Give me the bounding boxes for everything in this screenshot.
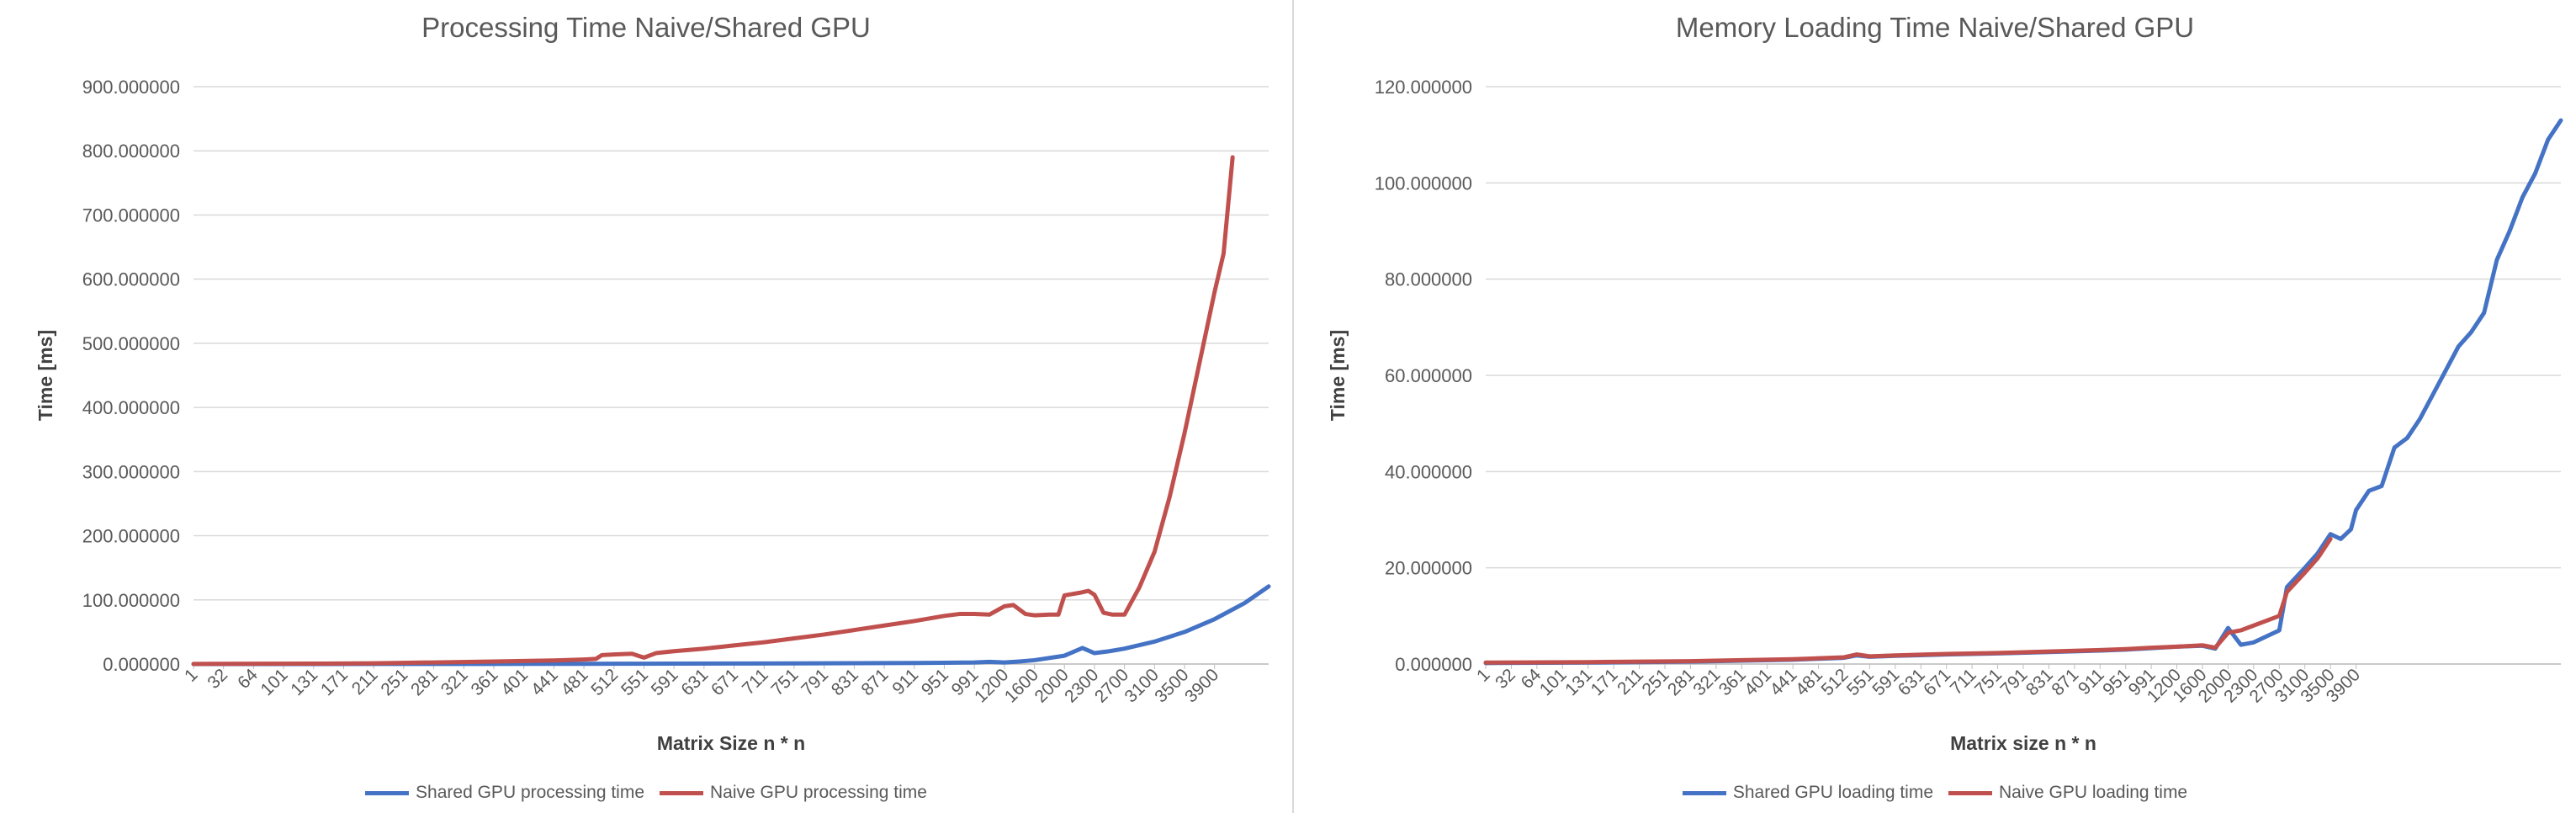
- y-tick-label: 20.000000: [1385, 558, 1472, 579]
- x-tick-label: 321: [437, 665, 472, 699]
- y-tick-label: 0.000000: [1395, 654, 1472, 675]
- y-tick-label: 60.000000: [1385, 365, 1472, 386]
- x-tick-label: 671: [708, 665, 742, 699]
- x-tick-label: 441: [527, 665, 562, 699]
- panel-divider: [1292, 0, 1294, 813]
- legend-item-shared: Shared GPU loading time: [1682, 783, 1934, 803]
- x-tick-label: 2000: [1031, 665, 1072, 706]
- legend-item-shared: Shared GPU processing time: [365, 783, 644, 803]
- y-tick-label: 80.000000: [1385, 269, 1472, 290]
- legend-label-naive: Naive GPU processing time: [710, 783, 927, 802]
- series-line-shared: [191, 584, 1271, 667]
- x-tick-label: 791: [798, 665, 832, 699]
- x-tick-label: 1600: [1001, 665, 1042, 706]
- x-tick-label: 101: [257, 665, 292, 699]
- y-tick-label: 100.000000: [82, 590, 180, 611]
- x-tick-label: 131: [287, 665, 321, 699]
- x-tick-label: 2700: [1091, 665, 1132, 706]
- memory-loading-time-chart: Memory Loading Time Naive/Shared GPU 0.0…: [1294, 0, 2576, 813]
- x-tick-label: 3500: [1151, 665, 1192, 706]
- x-tick-label: 32: [204, 665, 231, 693]
- x-tick-label: 951: [918, 665, 952, 699]
- x-tick-label: 1: [181, 665, 202, 686]
- x-tick-label: 1200: [971, 665, 1012, 706]
- x-tick-label: 512: [587, 665, 622, 699]
- x-tick-label: 3900: [1181, 665, 1222, 706]
- legend-label-shared: Shared GPU processing time: [416, 783, 645, 802]
- y-tick-label: 0.000000: [103, 654, 180, 675]
- x-axis-title: Matrix size n * n: [1950, 732, 2096, 754]
- series-line-naive: [191, 155, 1235, 667]
- y-tick-label: 500.000000: [82, 333, 180, 354]
- x-tick-label: 631: [677, 665, 712, 699]
- y-tick-label: 700.000000: [82, 205, 180, 226]
- x-tick-label: 591: [648, 665, 682, 699]
- x-tick-label: 211: [348, 665, 382, 699]
- y-axis-title: Time [ms]: [1327, 330, 1349, 421]
- x-tick-label: 481: [558, 665, 592, 699]
- x-tick-label: 831: [828, 665, 862, 699]
- x-tick-label: 2300: [1061, 665, 1102, 706]
- y-tick-label: 300.000000: [82, 461, 180, 482]
- x-tick-label: 281: [407, 665, 442, 699]
- y-tick-label: 900.000000: [82, 77, 180, 98]
- y-axis-title: Time [ms]: [34, 330, 56, 421]
- x-tick-label: 871: [858, 665, 893, 699]
- x-tick-label: 751: [767, 665, 802, 699]
- chart-title: Memory Loading Time Naive/Shared GPU: [1675, 12, 2195, 43]
- x-tick-label: 251: [377, 665, 411, 699]
- y-tick-label: 400.000000: [82, 397, 180, 418]
- legend-item-naive: Naive GPU loading time: [1948, 783, 2187, 803]
- x-tick-label: 551: [617, 665, 652, 699]
- chart-title: Processing Time Naive/Shared GPU: [421, 12, 871, 43]
- processing-time-plot: 0.000000 100.000000 200.000000 300.000000 40…: [34, 77, 1271, 754]
- x-tick-label: 3100: [1121, 665, 1163, 706]
- x-tick-label: 361: [467, 665, 501, 699]
- x-tick-label: 32: [1492, 665, 1519, 693]
- y-tick-label: 200.000000: [82, 526, 180, 547]
- y-tick-label: 600.000000: [82, 269, 180, 290]
- x-tick-label: 911: [888, 665, 922, 699]
- series-line-shared: [1483, 118, 2563, 666]
- series-line-naive: [1483, 536, 2333, 665]
- y-tick-label: 120.000000: [1375, 77, 1472, 98]
- processing-time-chart: Processing Time Naive/Shared GPU 0.00000…: [0, 12, 1292, 803]
- legend-swatch-shared: [1682, 790, 1726, 795]
- x-tick-label: 64: [234, 665, 262, 693]
- chart-legend: Shared GPU processing time Naive GPU pro…: [0, 783, 1292, 803]
- y-tick-label: 800.000000: [82, 141, 180, 162]
- legend-swatch-naive: [660, 790, 704, 795]
- y-tick-label: 100.000000: [1375, 173, 1472, 194]
- x-tick-label: 1: [1473, 665, 1494, 686]
- memory-loading-time-plot: 0.000000 20.000000 40.000000 60.000000 80.00…: [1327, 77, 2563, 754]
- legend-label-shared: Shared GPU loading time: [1732, 783, 1934, 802]
- x-axis-title: Matrix Size n * n: [657, 732, 805, 754]
- x-tick-label: 401: [497, 665, 532, 699]
- y-tick-label: 40.000000: [1385, 461, 1472, 482]
- legend-item-naive: Naive GPU processing time: [660, 783, 927, 803]
- x-tick-label: 171: [317, 665, 352, 699]
- legend-swatch-naive: [1948, 790, 1993, 795]
- legend-label-naive: Naive GPU loading time: [1999, 783, 2188, 802]
- x-tick-label: 711: [739, 665, 772, 699]
- legend-swatch-shared: [365, 790, 410, 795]
- chart-legend: Shared GPU loading time Naive GPU loadin…: [1294, 783, 2576, 803]
